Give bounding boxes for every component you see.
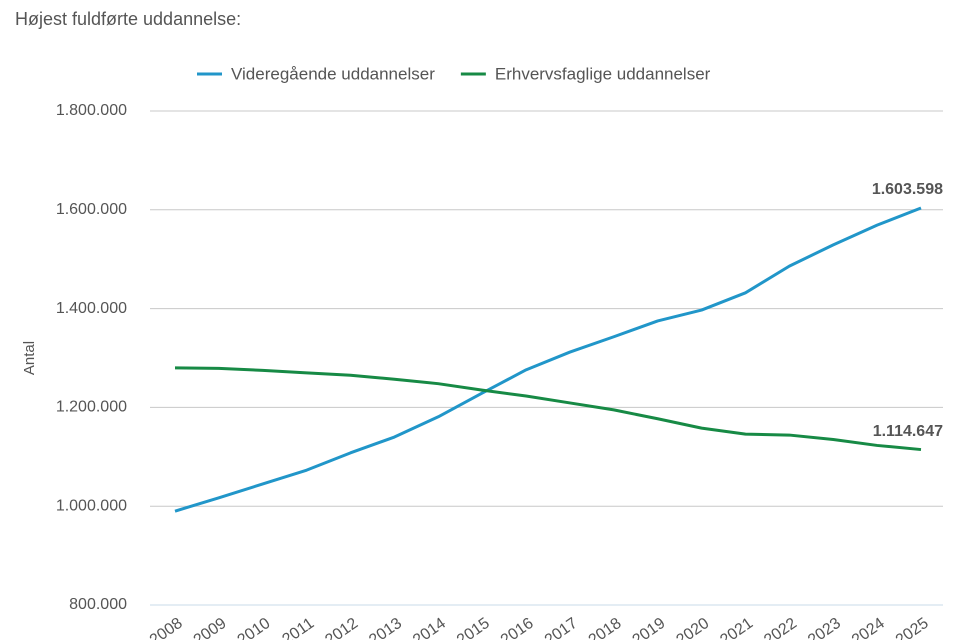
y-tick-label: 1.200.000 [56, 399, 127, 416]
x-tick-label: 2012 [322, 615, 361, 640]
x-tick-label: 2011 [279, 615, 317, 640]
x-tick-label: 2017 [542, 615, 581, 640]
x-tick-label: 2015 [454, 615, 493, 640]
x-tick-label: 2024 [849, 615, 888, 640]
chart-subtitle: Højest fuldførte uddannelse: [15, 9, 241, 29]
x-tick-label: 2022 [761, 615, 800, 640]
y-tick-label: 1.000.000 [56, 497, 127, 514]
x-tick-label: 2008 [147, 615, 186, 640]
x-tick-label: 2010 [235, 615, 274, 640]
x-tick-label: 2020 [673, 615, 712, 640]
x-tick-label: 2013 [366, 615, 405, 640]
x-tick-label: 2016 [498, 615, 537, 640]
y-tick-label: 800.000 [69, 596, 127, 613]
x-tick-label: 2019 [630, 615, 669, 640]
x-tick-label: 2014 [410, 615, 449, 640]
data-label: 1.114.647 [873, 423, 943, 440]
legend-label: Videregående uddannelser [231, 64, 435, 83]
x-tick-label: 2018 [586, 615, 625, 640]
y-axis-label: Antal [21, 341, 38, 375]
x-tick-label: 2025 [893, 615, 932, 640]
data-label: 1.603.598 [872, 181, 943, 198]
x-tick-label: 2021 [717, 615, 756, 640]
y-tick-label: 1.400.000 [56, 300, 127, 317]
y-tick-label: 1.800.000 [56, 102, 127, 119]
series-line [174, 206, 922, 513]
legend-label: Erhvervsfaglige uddannelser [495, 64, 711, 83]
y-tick-label: 1.600.000 [56, 201, 127, 218]
series-line [174, 366, 922, 452]
x-tick-label: 2009 [191, 615, 230, 640]
x-tick-label: 2023 [805, 615, 844, 640]
